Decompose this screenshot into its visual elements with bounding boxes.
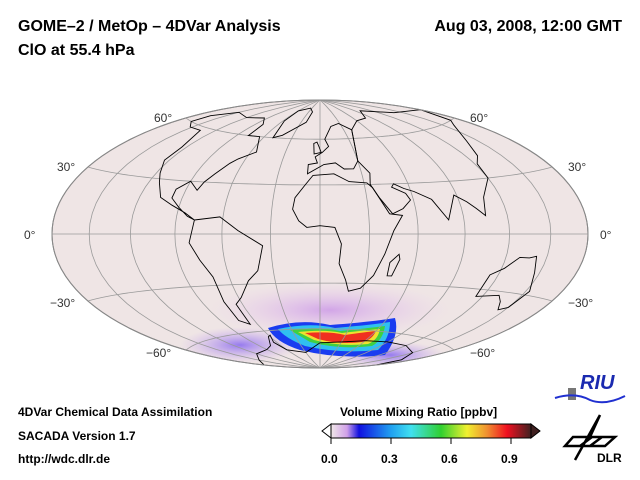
colorbar-min-arrow: [321, 422, 332, 440]
coastlines: [158, 107, 538, 366]
colorbar: [321, 422, 541, 444]
lat-label-left-minus30: −30°: [50, 296, 76, 310]
coastline-uk: [313, 141, 322, 155]
footer-url[interactable]: http://wdc.dlr.de: [18, 452, 110, 466]
colorbar-gradient: [330, 423, 532, 439]
coastline-europe: [306, 123, 359, 175]
title: GOME–2 / MetOp – 4DVar Analysis: [18, 18, 281, 35]
lat-label-left-60: 60°: [154, 111, 173, 125]
dlr-logo-text: DLR: [597, 451, 622, 465]
datetime: Aug 03, 2008, 12:00 GMT: [434, 18, 622, 35]
lat-label-left-minus60: −60°: [146, 346, 172, 360]
meridian-line: [221, 100, 321, 368]
meridian-line: [174, 100, 321, 368]
meridian-line: [88, 100, 321, 368]
colorbar-tick-0: 0.0: [321, 452, 338, 466]
colorbar-tick-1: 0.3: [381, 452, 398, 466]
colorbar-tick-3: 0.9: [501, 452, 518, 466]
riu-logo: [554, 388, 626, 404]
meridian-line: [319, 100, 511, 368]
coastline-antarctica: [256, 334, 414, 366]
colorbar-tick-2: 0.6: [441, 452, 458, 466]
coastline-africa: [292, 173, 404, 292]
coastline-madagascar: [386, 253, 401, 277]
coastline-samerica: [188, 216, 264, 326]
lat-label-right-30: 30°: [568, 160, 587, 174]
coastline-greenland: [271, 107, 314, 139]
footer-line2: SACADA Version 1.7: [18, 429, 136, 443]
coastline-namerica: [158, 111, 265, 221]
lat-label-left-0: 0°: [24, 228, 36, 242]
lat-label-right-minus30: −30°: [568, 296, 594, 310]
coastline-asia: [351, 109, 489, 221]
footer-line1: 4DVar Chemical Data Assimilation: [18, 405, 213, 419]
meridian-line: [319, 100, 466, 368]
meridian-line: [270, 100, 321, 368]
lat-label-right-0: 0°: [600, 228, 612, 242]
lat-label-right-minus60: −60°: [470, 346, 496, 360]
meridian-line: [129, 100, 321, 368]
subtitle: ClO at 55.4 hPa: [18, 42, 135, 59]
meridian-line: [319, 100, 552, 368]
colorbar-max-arrow: [530, 422, 541, 440]
lat-label-left-30: 30°: [57, 160, 76, 174]
colorbar-title: Volume Mixing Ratio [ppbv]: [340, 405, 498, 419]
meridian-line: [319, 100, 419, 368]
riu-logo-text: RIU: [580, 372, 615, 394]
coastline-australia: [475, 255, 538, 311]
meridian-line: [319, 100, 370, 368]
lat-label-right-60: 60°: [470, 111, 489, 125]
globe-outline: [51, 99, 589, 369]
dlr-logo: [562, 414, 619, 461]
